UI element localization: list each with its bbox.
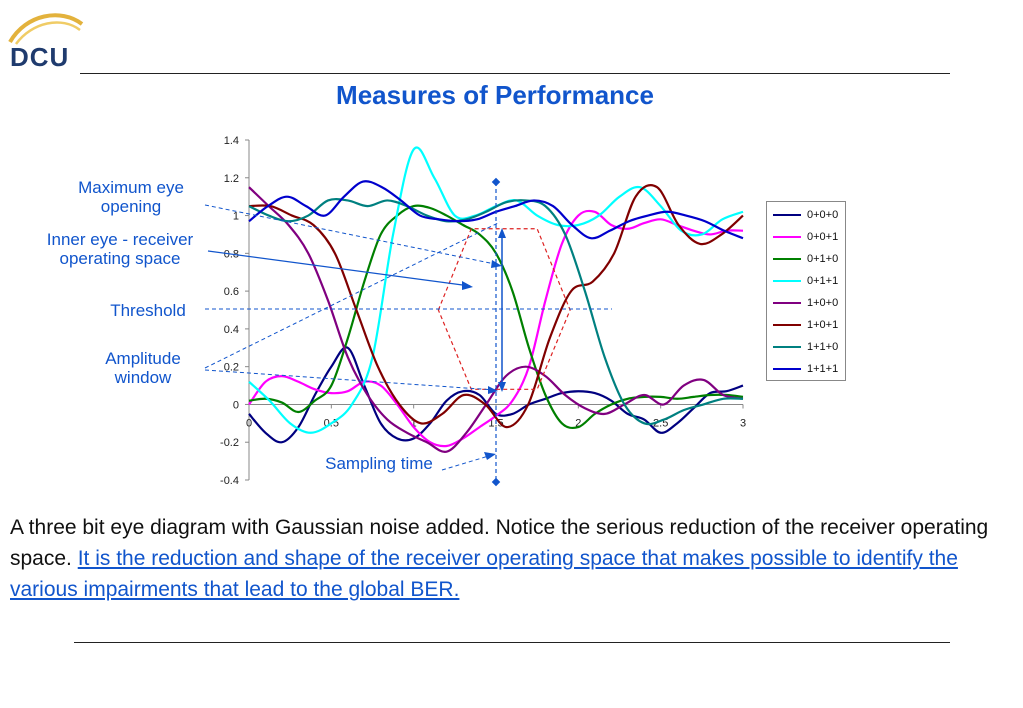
sampling-marker-top (491, 177, 501, 187)
legend-entry: 1+1+0 (773, 339, 838, 355)
legend-swatch (773, 368, 801, 370)
logo-text: DCU (10, 42, 70, 72)
legend-label: 0+1+1 (807, 275, 839, 287)
legend-entry: 1+1+1 (773, 361, 838, 377)
callout-inner-eye: Inner eye - receiver operating space (22, 230, 218, 268)
series-line-1-1-0 (248, 197, 744, 426)
callout-maximum-eye-opening: Maximum eye opening (56, 178, 206, 216)
legend-label: 1+1+0 (807, 341, 839, 353)
description-paragraph: A three bit eye diagram with Gaussian no… (10, 512, 990, 605)
series-line-1-0-0 (248, 186, 744, 453)
callout-amplitude-window: Amplitude window (88, 349, 198, 387)
callout-amplitude-window-text: Amplitude window (105, 349, 181, 387)
sampling-leader-line (441, 454, 493, 471)
y-tick-label: 0.2 (224, 362, 239, 374)
legend-swatch (773, 280, 801, 282)
legend-swatch (773, 346, 801, 348)
legend-label: 1+1+1 (807, 363, 839, 375)
amplitude-arrowhead (488, 386, 498, 394)
callout-threshold: Threshold (96, 301, 200, 320)
inner-eye-leader-arrowhead (462, 281, 473, 290)
chart-legend: 0+0+0 0+0+1 0+1+0 0+1+1 1+0+0 1+0+1 1+1+0 1+1+1 (766, 201, 846, 381)
callout-sampling-time: Sampling time (320, 454, 438, 473)
inner-eye-arrowhead-bottom (498, 382, 506, 392)
slide-title: Measures of Performance (336, 80, 654, 110)
legend-entry: 0+0+1 (773, 229, 838, 245)
y-tick-label: 1 (233, 211, 239, 223)
dcu-logo: DCU (6, 8, 86, 72)
top-divider (80, 73, 950, 74)
inner-eye-leader-line (207, 250, 471, 287)
legend-entry: 0+1+0 (773, 251, 838, 267)
legend-label: 1+0+0 (807, 297, 839, 309)
y-tick-label: -0.2 (220, 437, 239, 449)
legend-entry: 1+0+0 (773, 295, 838, 311)
y-tick-label: 1.4 (224, 135, 239, 147)
legend-entry: 0+0+0 (773, 207, 838, 223)
inner-eye-arrowhead-top (498, 228, 506, 238)
legend-swatch (773, 236, 801, 238)
y-tick-label: 0 (233, 399, 239, 411)
x-tick-label: 2 (575, 417, 581, 429)
x-tick-label: 0 (246, 417, 252, 429)
legend-label: 1+0+1 (807, 319, 839, 331)
y-tick-label: -0.4 (220, 475, 239, 487)
maximum-eye-leader-line (204, 204, 501, 266)
legend-label: 0+0+1 (807, 231, 839, 243)
sampling-marker-bottom (491, 477, 501, 487)
callout-sampling-time-text: Sampling time (325, 454, 433, 473)
legend-swatch (773, 258, 801, 260)
receiver-operating-space-outline (437, 228, 571, 390)
legend-label: 0+0+0 (807, 209, 839, 221)
callout-inner-eye-text: Inner eye - receiver operating space (46, 230, 194, 268)
legend-entry: 1+0+1 (773, 317, 838, 333)
maximum-eye-arrowhead (491, 260, 502, 268)
description-link[interactable]: It is the reduction and shape of the rec… (10, 547, 958, 601)
y-tick-label: 1.2 (224, 173, 239, 185)
x-tick-label: 1 (411, 417, 417, 429)
legend-entry: 0+1+1 (773, 273, 838, 289)
y-tick-label: 0.6 (224, 286, 239, 298)
sampling-arrowhead (484, 452, 496, 460)
legend-swatch (773, 302, 801, 304)
legend-label: 0+1+0 (807, 253, 839, 265)
legend-swatch (773, 324, 801, 326)
description-text: A three bit eye diagram with Gaussian no… (10, 516, 989, 570)
callout-threshold-text: Threshold (110, 301, 186, 320)
bottom-divider (74, 642, 950, 643)
legend-swatch (773, 214, 801, 216)
x-tick-label: 3 (740, 417, 746, 429)
amplitude-leader-line-top (204, 221, 501, 369)
callout-maximum-eye-opening-text: Maximum eye opening (78, 178, 184, 216)
y-tick-label: 0.4 (224, 324, 239, 336)
series-line-1-0-1 (248, 184, 744, 429)
